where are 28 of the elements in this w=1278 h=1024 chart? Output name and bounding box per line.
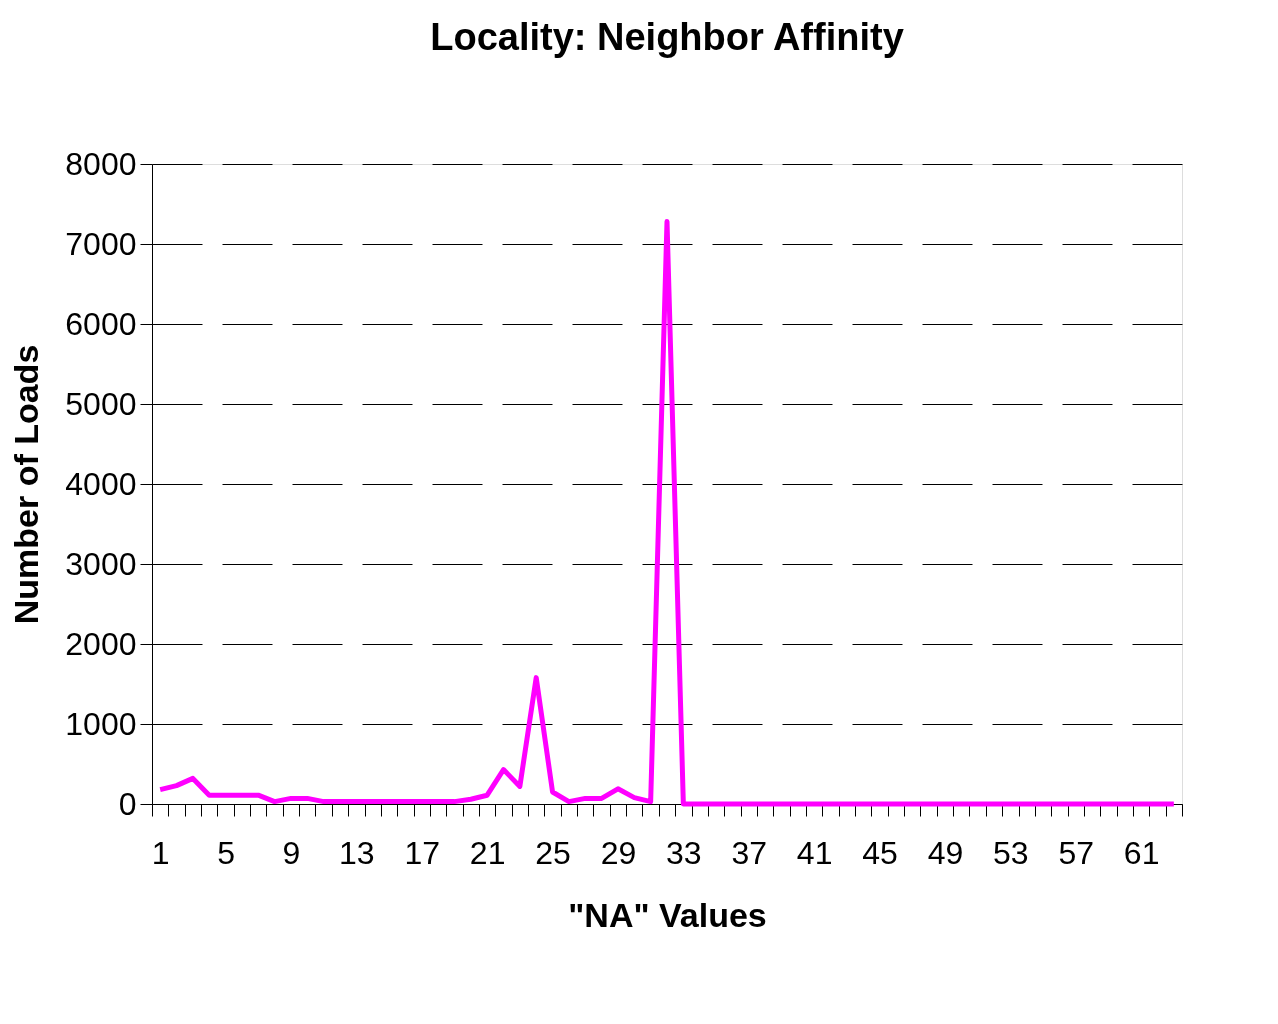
y-tick-label: 0 bbox=[118, 785, 137, 822]
x-tick-label: 61 bbox=[1123, 834, 1160, 871]
x-tick-label: 57 bbox=[1058, 834, 1095, 871]
y-tick-label: 4000 bbox=[65, 465, 137, 502]
y-tick-label: 3000 bbox=[65, 545, 137, 582]
chart-title: Locality: Neighbor Affinity bbox=[430, 16, 904, 58]
x-tick-label: 29 bbox=[600, 834, 637, 871]
x-tick-label: 17 bbox=[404, 834, 441, 871]
x-tick-label: 25 bbox=[535, 834, 571, 871]
x-tick-label: 21 bbox=[469, 834, 506, 871]
x-tick-label: 13 bbox=[339, 834, 375, 871]
x-tick-label: 37 bbox=[731, 834, 768, 871]
y-tick-label: 1000 bbox=[65, 705, 137, 742]
x-tick-label: 5 bbox=[217, 834, 235, 871]
x-tick-label: 45 bbox=[862, 834, 898, 871]
y-tick-label: 7000 bbox=[65, 225, 137, 262]
x-tick-label: 53 bbox=[993, 834, 1029, 871]
y-tick-label: 8000 bbox=[65, 145, 137, 182]
x-tick-label: 9 bbox=[282, 834, 301, 871]
x-tick-label: 33 bbox=[666, 834, 702, 871]
y-tick-label: 5000 bbox=[65, 385, 137, 422]
x-tick-label: 49 bbox=[927, 834, 964, 871]
y-axis-title: Number of Loads bbox=[7, 344, 46, 625]
x-axis-title: "NA" Values bbox=[568, 895, 767, 934]
y-tick-label: 6000 bbox=[65, 305, 137, 342]
x-tick-label: 1 bbox=[151, 834, 170, 871]
y-tick-label: 2000 bbox=[65, 625, 137, 662]
x-tick-label: 41 bbox=[796, 834, 833, 871]
